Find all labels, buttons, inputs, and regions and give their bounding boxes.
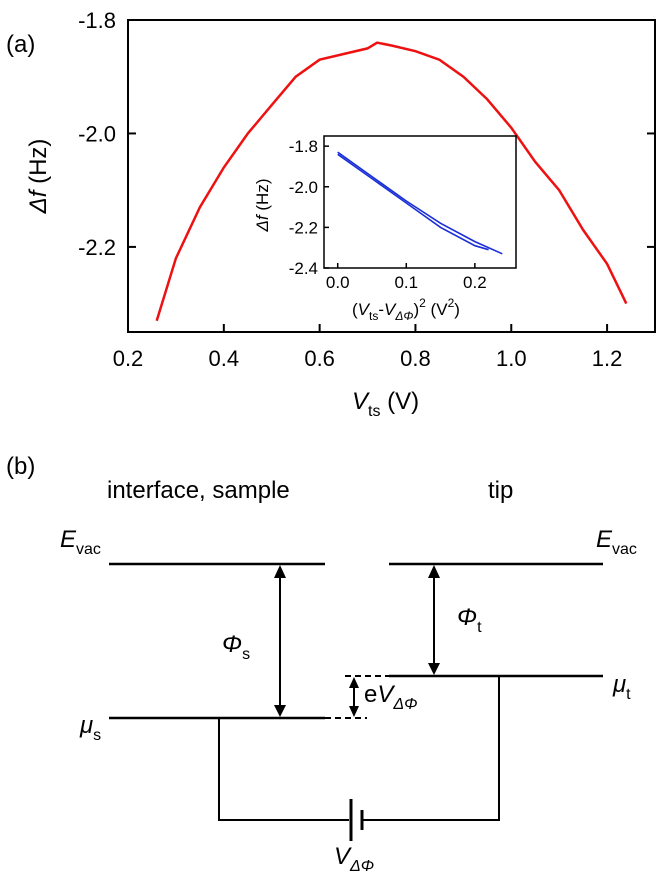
circuit-wire-right: [362, 676, 500, 821]
evdphi-arrow-head-bottom: [349, 706, 359, 717]
inset-x-tick-label: 0.2: [463, 273, 487, 292]
label-interface-sample: interface, sample: [107, 477, 290, 504]
inset-series-line-2: [337, 153, 489, 251]
main-y-tick-label: -1.8: [78, 8, 116, 33]
circuit-wire-left: [218, 718, 349, 821]
evac-left-label: Evac: [60, 526, 101, 558]
phi-s-arrow-head-bottom: [274, 705, 286, 717]
panel-label-b: (b): [6, 453, 35, 480]
phi-t-arrow-head-top: [428, 565, 440, 578]
v-dphi-label: VΔΦ: [334, 843, 374, 875]
energy-diagram: interface, sample tip Evac Evac Φs Φt μt: [60, 477, 637, 875]
inset-series-line-1: [337, 151, 503, 255]
main-x-axis-title: Vts (V): [352, 388, 419, 420]
main-plot-frame: [127, 19, 656, 333]
panel-label-a: (a): [6, 31, 35, 58]
main-series-line: [155, 41, 628, 322]
inset-x-tick-label: 0.1: [394, 273, 418, 292]
inset-x-tick-label: 0.0: [326, 273, 350, 292]
main-x-tick-label: 0.4: [209, 346, 240, 371]
evac-right-label: Evac: [596, 526, 637, 558]
evdphi-label: eVΔΦ: [364, 681, 418, 713]
mu-t-label: μt: [612, 671, 631, 703]
inset-y-tick-label: -2.2: [289, 218, 318, 237]
inset-plot-frame: [323, 135, 517, 269]
phi-s-arrow-head-top: [274, 565, 286, 578]
main-y-axis-title: Δf (Hz): [25, 139, 52, 215]
inset-x-axis-title: (Vts-VΔΦ)2 (V2): [352, 296, 460, 323]
mu-s-label: μs: [79, 712, 101, 744]
phi-t-label: Φt: [457, 604, 482, 636]
main-x-tick-label: 0.6: [304, 346, 335, 371]
main-x-tick-label: 1.0: [496, 346, 527, 371]
inset-y-tick-label: -2.4: [289, 259, 318, 278]
main-chart: 0.2 0.4 0.6 0.8 1.0 1.2 -1.8-2.0-2.2 Vts (V) …: [25, 8, 656, 420]
inset-y-tick-label: -1.8: [289, 137, 318, 156]
main-y-tick-label: -2.0: [78, 121, 116, 146]
main-x-tick-label: 0.2: [113, 346, 144, 371]
phi-t-arrow-head-bottom: [428, 663, 440, 675]
inset-chart: 0.0 0.1 0.2 -1.8 -2.0 -2.2 -2.4 (Vts-VΔΦ)2 (V…: [253, 135, 517, 323]
main-x-tick-label: 1.2: [592, 346, 623, 371]
label-tip: tip: [488, 477, 513, 504]
main-x-tick-label: 0.8: [400, 346, 431, 371]
inset-y-tick-label: -2.0: [289, 178, 318, 197]
inset-y-axis-title: Δf (Hz): [253, 179, 272, 233]
phi-s-label: Φs: [222, 631, 250, 663]
main-y-tick-label: -2.2: [78, 235, 116, 260]
evdphi-arrow-head-top: [349, 677, 359, 688]
